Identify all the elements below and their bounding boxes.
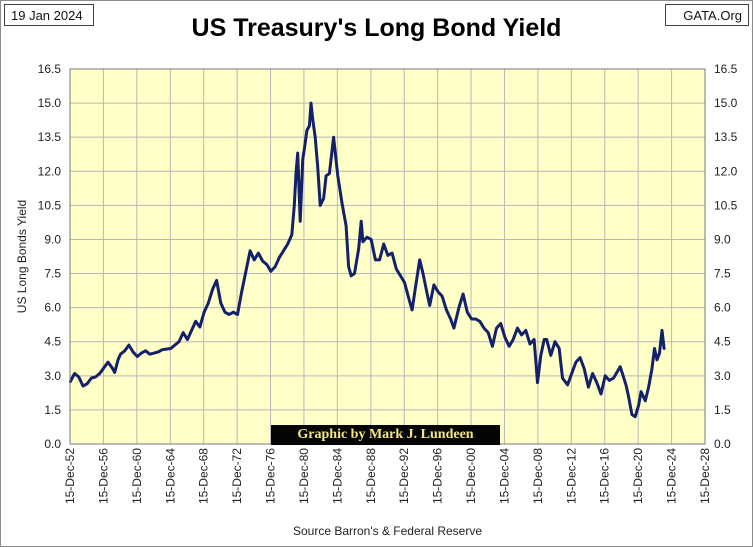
y-axis-title: US Long Bonds Yield [15, 200, 29, 313]
y-tick-label-left: 3.0 [44, 369, 61, 383]
y-tick-label-right: 13.5 [714, 130, 738, 144]
x-tick-label: 15-Dec-20 [631, 448, 645, 504]
x-tick-label: 15-Dec-76 [264, 448, 278, 504]
credit-label: Graphic by Mark J. Lundeen [271, 425, 500, 445]
y-tick-label-right: 9.0 [714, 232, 731, 246]
x-tick-label: 15-Dec-72 [230, 448, 244, 504]
site-label: GATA.Org [665, 4, 749, 26]
x-tick-label: 15-Dec-52 [63, 448, 77, 504]
y-tick-label-right: 4.5 [714, 335, 731, 349]
y-tick-label-right: 10.5 [714, 198, 738, 212]
series-layer [68, 101, 666, 419]
x-tick-label: 15-Dec-00 [464, 448, 478, 504]
x-tick-label: 15-Dec-60 [130, 448, 144, 504]
x-tick-label: 15-Dec-68 [197, 448, 211, 504]
y-tick-label-left: 15.0 [38, 96, 62, 110]
y-tick-label-left: 12.0 [38, 164, 62, 178]
y-tick-label-right: 0.0 [714, 437, 731, 451]
y-tick-label-left: 7.5 [44, 267, 61, 281]
y-tick-label-right: 15.0 [714, 96, 738, 110]
chart-title: US Treasury's Long Bond Yield [191, 14, 562, 42]
x-tick-label: 15-Dec-16 [598, 448, 612, 504]
date-label: 19 Jan 2024 [4, 4, 94, 26]
x-tick-label: 15-Dec-80 [297, 448, 311, 504]
y-tick-label-right: 3.0 [714, 369, 731, 383]
grid-lines [70, 69, 705, 444]
y-tick-label-left: 9.0 [44, 232, 61, 246]
y-tick-label-left: 1.5 [44, 403, 61, 417]
x-tick-label: 15-Dec-08 [531, 448, 545, 504]
y-tick-label-left: 6.0 [44, 301, 61, 315]
x-tick-label: 15-Dec-92 [397, 448, 411, 504]
tick-labels: 0.0 0.0 1.5 1.5 3.0 3.0 4.5 4.5 6.0 6.0 7.5 7.5 9.0 9… [38, 62, 738, 504]
y-tick-label-left: 4.5 [44, 335, 61, 349]
y-tick-label-left: 0.0 [44, 437, 61, 451]
x-tick-label: 15-Dec-12 [564, 448, 578, 504]
x-tick-label: 15-Dec-28 [698, 448, 712, 504]
x-tick-label: 15-Dec-64 [163, 448, 177, 504]
x-tick-label: 15-Dec-96 [431, 448, 445, 504]
y-tick-label-left: 16.5 [38, 62, 62, 76]
y-tick-label-left: 10.5 [38, 198, 62, 212]
y-tick-label-right: 1.5 [714, 403, 731, 417]
y-tick-label-right: 16.5 [714, 62, 738, 76]
y-tick-label-right: 7.5 [714, 267, 731, 281]
x-axis-title: Source Barron's & Federal Reserve [293, 524, 482, 538]
x-tick-label: 15-Dec-04 [497, 448, 511, 504]
x-tick-label: 15-Dec-24 [665, 448, 679, 504]
x-tick-label: 15-Dec-56 [96, 448, 110, 504]
x-tick-label: 15-Dec-84 [330, 448, 344, 504]
y-tick-label-right: 6.0 [714, 301, 731, 315]
y-tick-label-right: 12.0 [714, 164, 738, 178]
y-tick-label-left: 13.5 [38, 130, 62, 144]
series-line-0 [68, 101, 666, 419]
x-tick-label: 15-Dec-88 [364, 448, 378, 504]
